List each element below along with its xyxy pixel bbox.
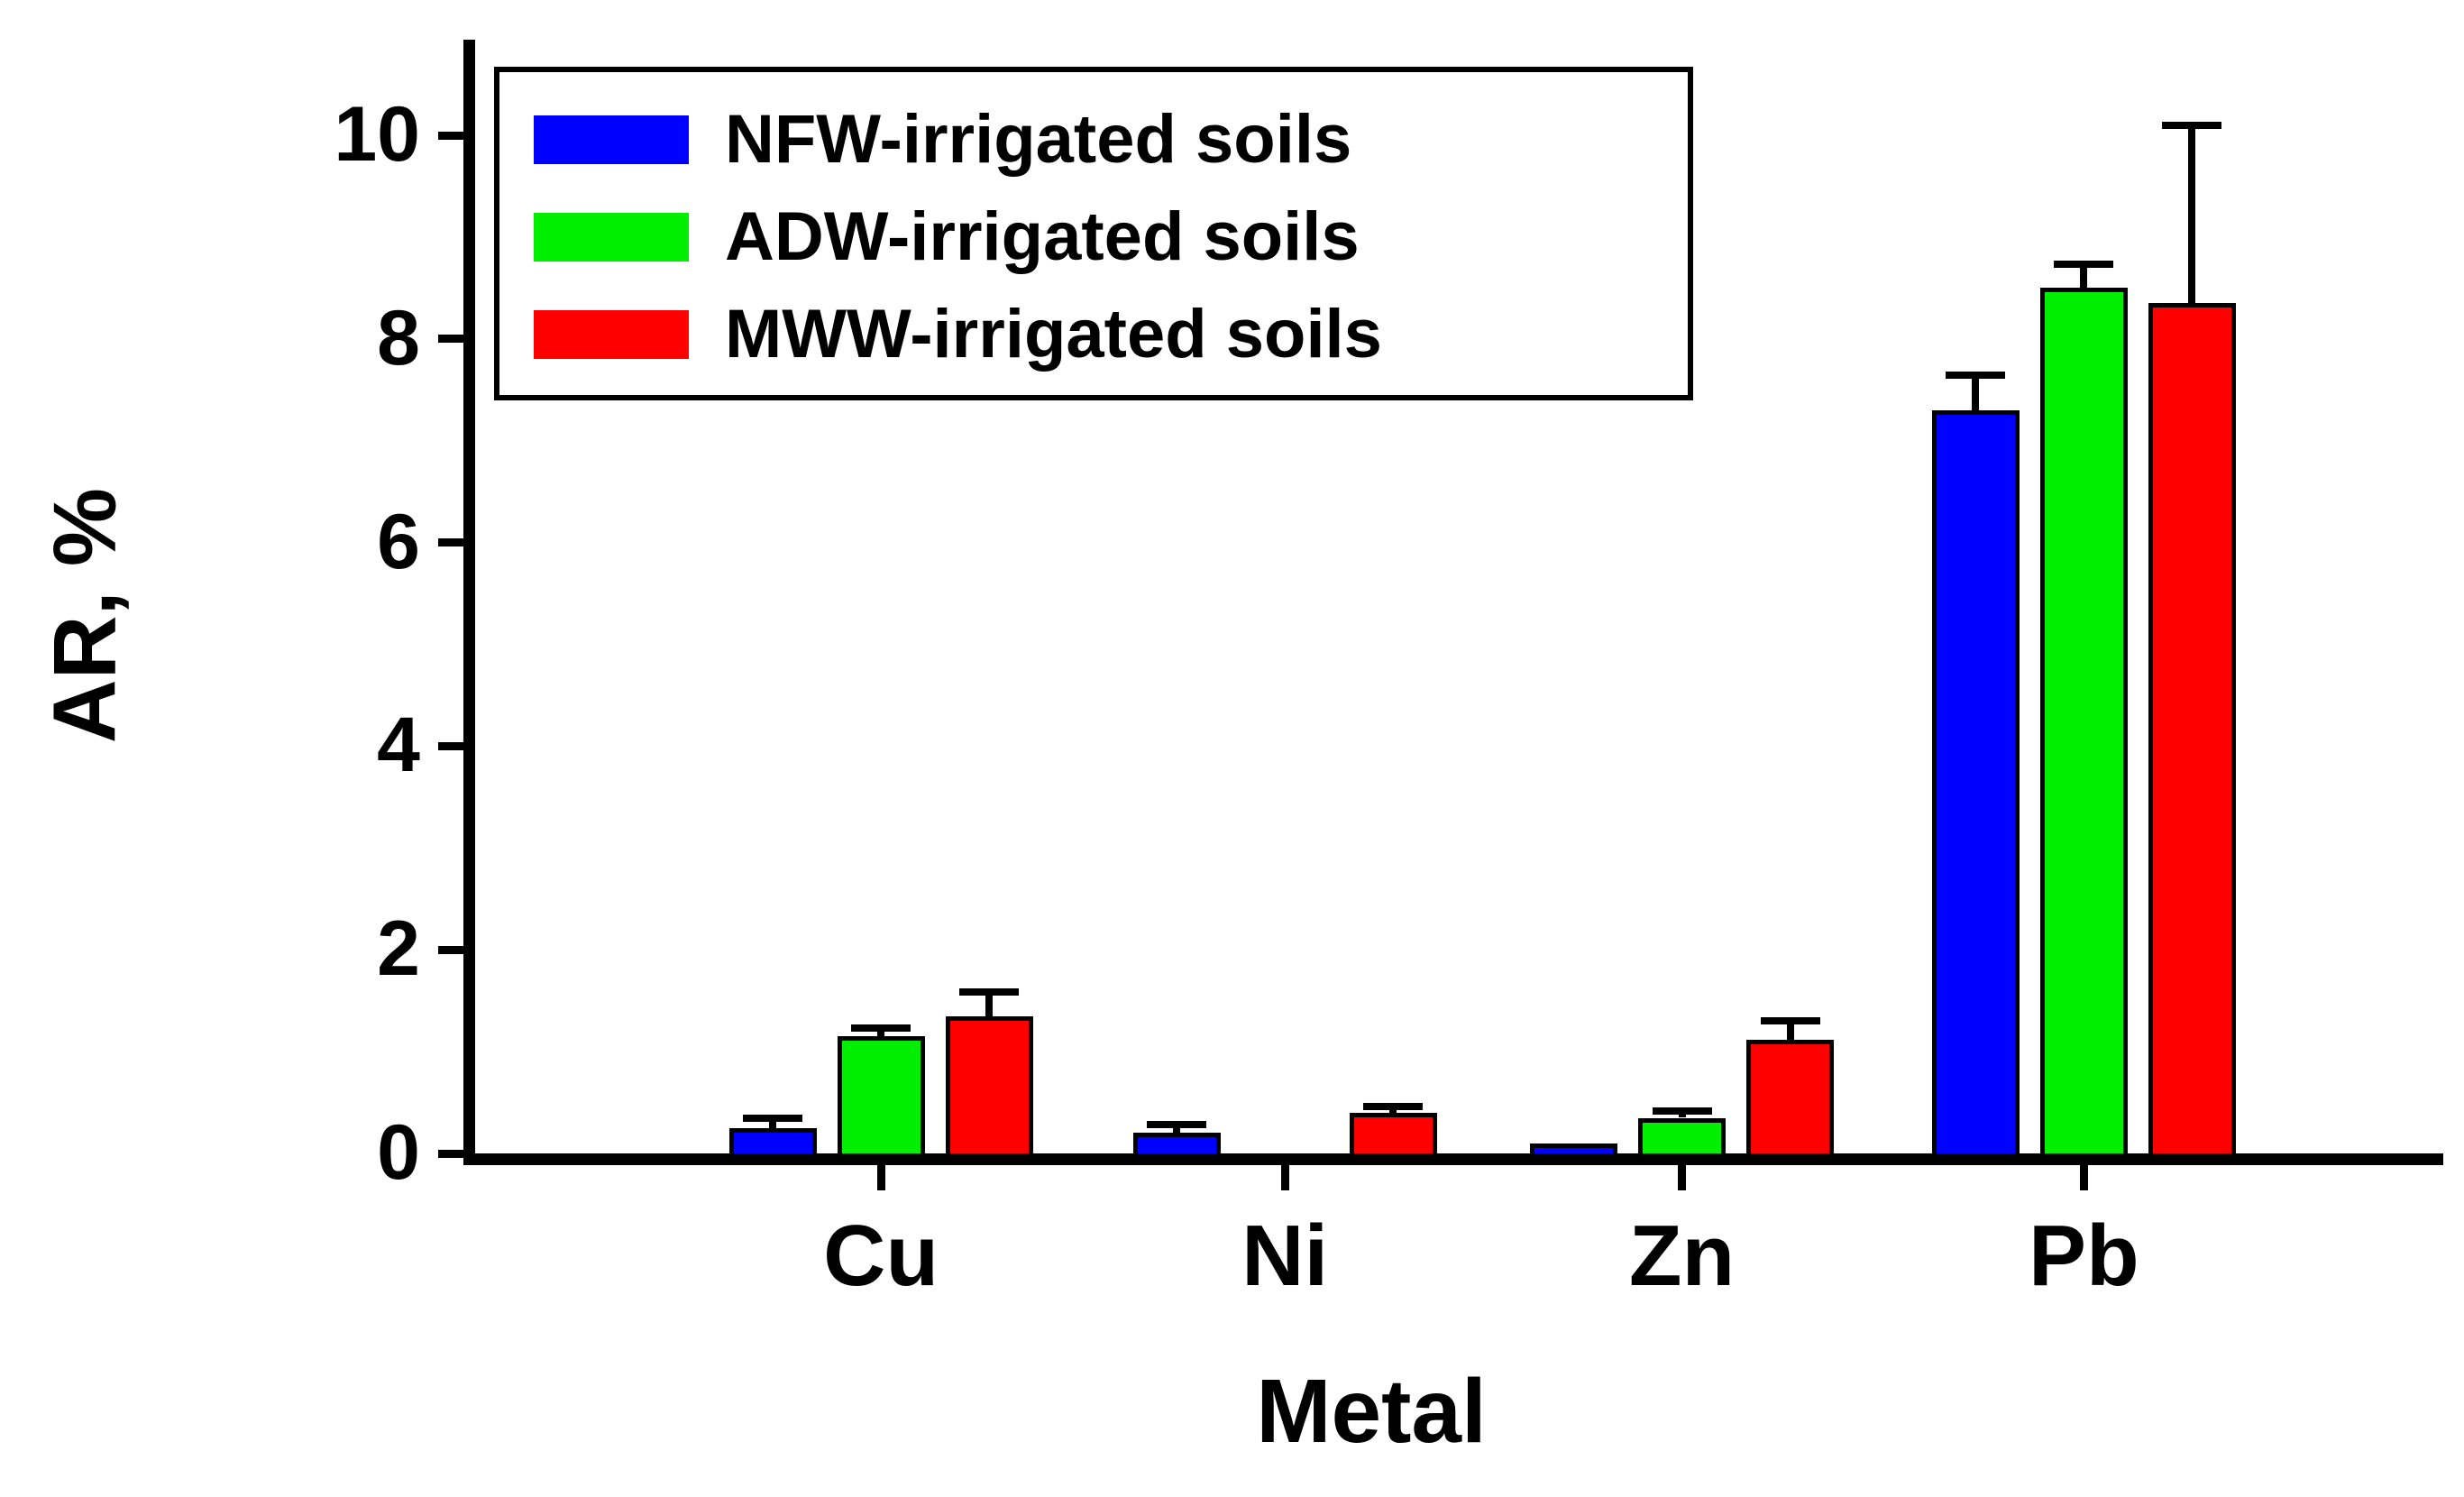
error-bar-cap-pb-adw <box>2054 260 2114 268</box>
legend-swatch-adw <box>534 213 689 262</box>
y-axis-line <box>463 40 475 1165</box>
x-axis-title: Metal <box>1256 1361 1487 1462</box>
bar-pb-nfw <box>1931 409 2020 1153</box>
error-bar-cu-mww <box>985 988 994 1016</box>
legend-swatch-mww <box>534 310 689 359</box>
error-bar-cap-cu-nfw <box>743 1115 803 1123</box>
legend: NFW-irrigated soils ADW-irrigated soils … <box>494 67 1693 400</box>
x-category-label-ni: Ni <box>1241 1208 1329 1304</box>
bar-ni-nfw <box>1132 1133 1221 1153</box>
legend-label-nfw: NFW-irrigated soils <box>725 101 1352 178</box>
error-bar-pb-mww <box>2188 122 2196 304</box>
error-bar-cap-ni-mww <box>1363 1102 1424 1110</box>
bar-zn-mww <box>1746 1039 1835 1153</box>
legend-swatch-nfw <box>534 115 689 164</box>
x-tick-pb <box>2079 1165 2088 1190</box>
error-bar-cap-cu-adw <box>851 1024 911 1032</box>
error-bar-cap-ni-nfw <box>1147 1120 1207 1128</box>
legend-item-nfw: NFW-irrigated soils <box>534 96 1688 184</box>
error-bar-cap-zn-adw <box>1652 1107 1712 1116</box>
y-tick-label-6: 6 <box>377 498 420 585</box>
x-category-label-zn: Zn <box>1628 1208 1736 1304</box>
y-tick-6 <box>438 538 463 547</box>
x-category-label-pb: Pb <box>2028 1208 2139 1304</box>
error-bar-cap-zn-mww <box>1760 1016 1820 1024</box>
legend-label-adw: ADW-irrigated soils <box>725 198 1360 275</box>
error-bar-cap-pb-nfw <box>1946 371 2006 379</box>
y-tick-0 <box>438 1149 463 1158</box>
y-tick-4 <box>438 741 463 750</box>
y-axis-title: AR, % <box>34 487 134 744</box>
legend-label-mww: MWW-irrigated soils <box>725 296 1382 372</box>
bar-cu-adw <box>837 1036 925 1153</box>
bar-zn-nfw <box>1530 1143 1618 1153</box>
y-tick-10 <box>438 131 463 140</box>
y-tick-label-4: 4 <box>377 702 420 789</box>
bar-pb-mww <box>2148 303 2236 1153</box>
bar-cu-mww <box>945 1015 1033 1153</box>
error-bar-cap-pb-mww <box>2162 122 2222 130</box>
legend-item-mww: MWW-irrigated soils <box>534 290 1688 379</box>
bar-zn-adw <box>1638 1117 1727 1153</box>
y-tick-2 <box>438 945 463 954</box>
plot-area <box>475 122 2441 1153</box>
x-category-label-cu: Cu <box>823 1208 939 1304</box>
y-tick-label-2: 2 <box>377 905 420 993</box>
y-tick-8 <box>438 335 463 344</box>
x-tick-cu <box>876 1165 885 1190</box>
bar-pb-adw <box>2039 288 2128 1153</box>
error-bar-pb-adw <box>2080 260 2088 289</box>
x-tick-ni <box>1280 1165 1289 1190</box>
x-tick-zn <box>1678 1165 1687 1190</box>
legend-item-adw: ADW-irrigated soils <box>534 193 1688 281</box>
error-bar-cap-cu-mww <box>959 988 1020 996</box>
bar-cu-nfw <box>728 1127 817 1153</box>
x-axis-line <box>463 1153 2443 1165</box>
y-tick-label-10: 10 <box>334 91 420 178</box>
bar-ni-mww <box>1349 1112 1437 1153</box>
y-tick-label-8: 8 <box>377 294 420 381</box>
error-bar-zn-mww <box>1786 1016 1794 1040</box>
error-bar-pb-nfw <box>1972 371 1980 410</box>
y-tick-label-0: 0 <box>377 1109 420 1196</box>
